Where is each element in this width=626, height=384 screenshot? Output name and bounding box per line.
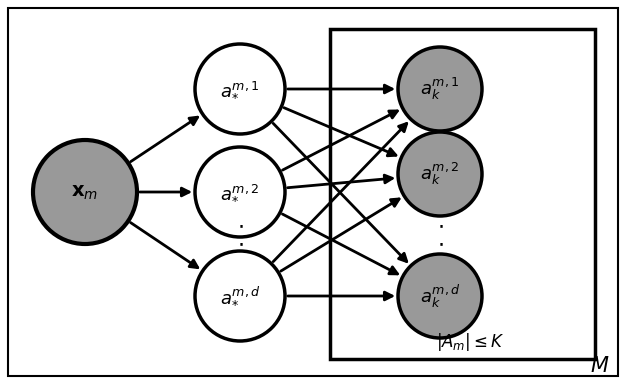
Text: $\cdot$: $\cdot$ bbox=[237, 234, 244, 254]
Text: $a_{*}^{m,d}$: $a_{*}^{m,d}$ bbox=[220, 286, 260, 306]
Bar bbox=[330, 29, 595, 359]
Text: $\cdot$: $\cdot$ bbox=[437, 216, 443, 236]
Text: $\cdot$: $\cdot$ bbox=[237, 216, 244, 236]
Text: $a_{*}^{m,1}$: $a_{*}^{m,1}$ bbox=[220, 79, 260, 99]
Circle shape bbox=[195, 147, 285, 237]
Circle shape bbox=[398, 254, 482, 338]
Text: $M$: $M$ bbox=[590, 356, 610, 376]
Text: $a_{k}^{m,2}$: $a_{k}^{m,2}$ bbox=[420, 161, 459, 187]
Circle shape bbox=[195, 251, 285, 341]
Text: $a_{*}^{m,2}$: $a_{*}^{m,2}$ bbox=[220, 182, 260, 202]
Circle shape bbox=[195, 44, 285, 134]
Circle shape bbox=[33, 140, 137, 244]
Circle shape bbox=[398, 132, 482, 216]
Text: $a_{k}^{m,1}$: $a_{k}^{m,1}$ bbox=[420, 76, 459, 102]
Text: $\cdot$: $\cdot$ bbox=[437, 234, 443, 254]
Text: $\mathbf{x}_m$: $\mathbf{x}_m$ bbox=[71, 182, 98, 202]
Text: $a_{k}^{m,d}$: $a_{k}^{m,d}$ bbox=[419, 282, 460, 310]
Circle shape bbox=[398, 47, 482, 131]
Text: $|A_m| \leq K$: $|A_m| \leq K$ bbox=[436, 331, 505, 353]
